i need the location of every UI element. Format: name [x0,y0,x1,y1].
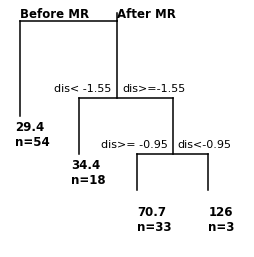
Text: 70.7
n=33: 70.7 n=33 [137,206,172,234]
Text: dis< -1.55: dis< -1.55 [54,84,112,94]
Text: 126
n=3: 126 n=3 [208,206,235,234]
Text: Before MR: Before MR [20,8,89,21]
Text: dis>= -0.95: dis>= -0.95 [101,140,168,150]
Text: 34.4
n=18: 34.4 n=18 [71,159,106,187]
Text: dis>=-1.55: dis>=-1.55 [122,84,185,94]
Text: dis<-0.95: dis<-0.95 [178,140,232,150]
Text: After MR: After MR [117,8,176,21]
Text: 29.4
n=54: 29.4 n=54 [15,121,50,149]
